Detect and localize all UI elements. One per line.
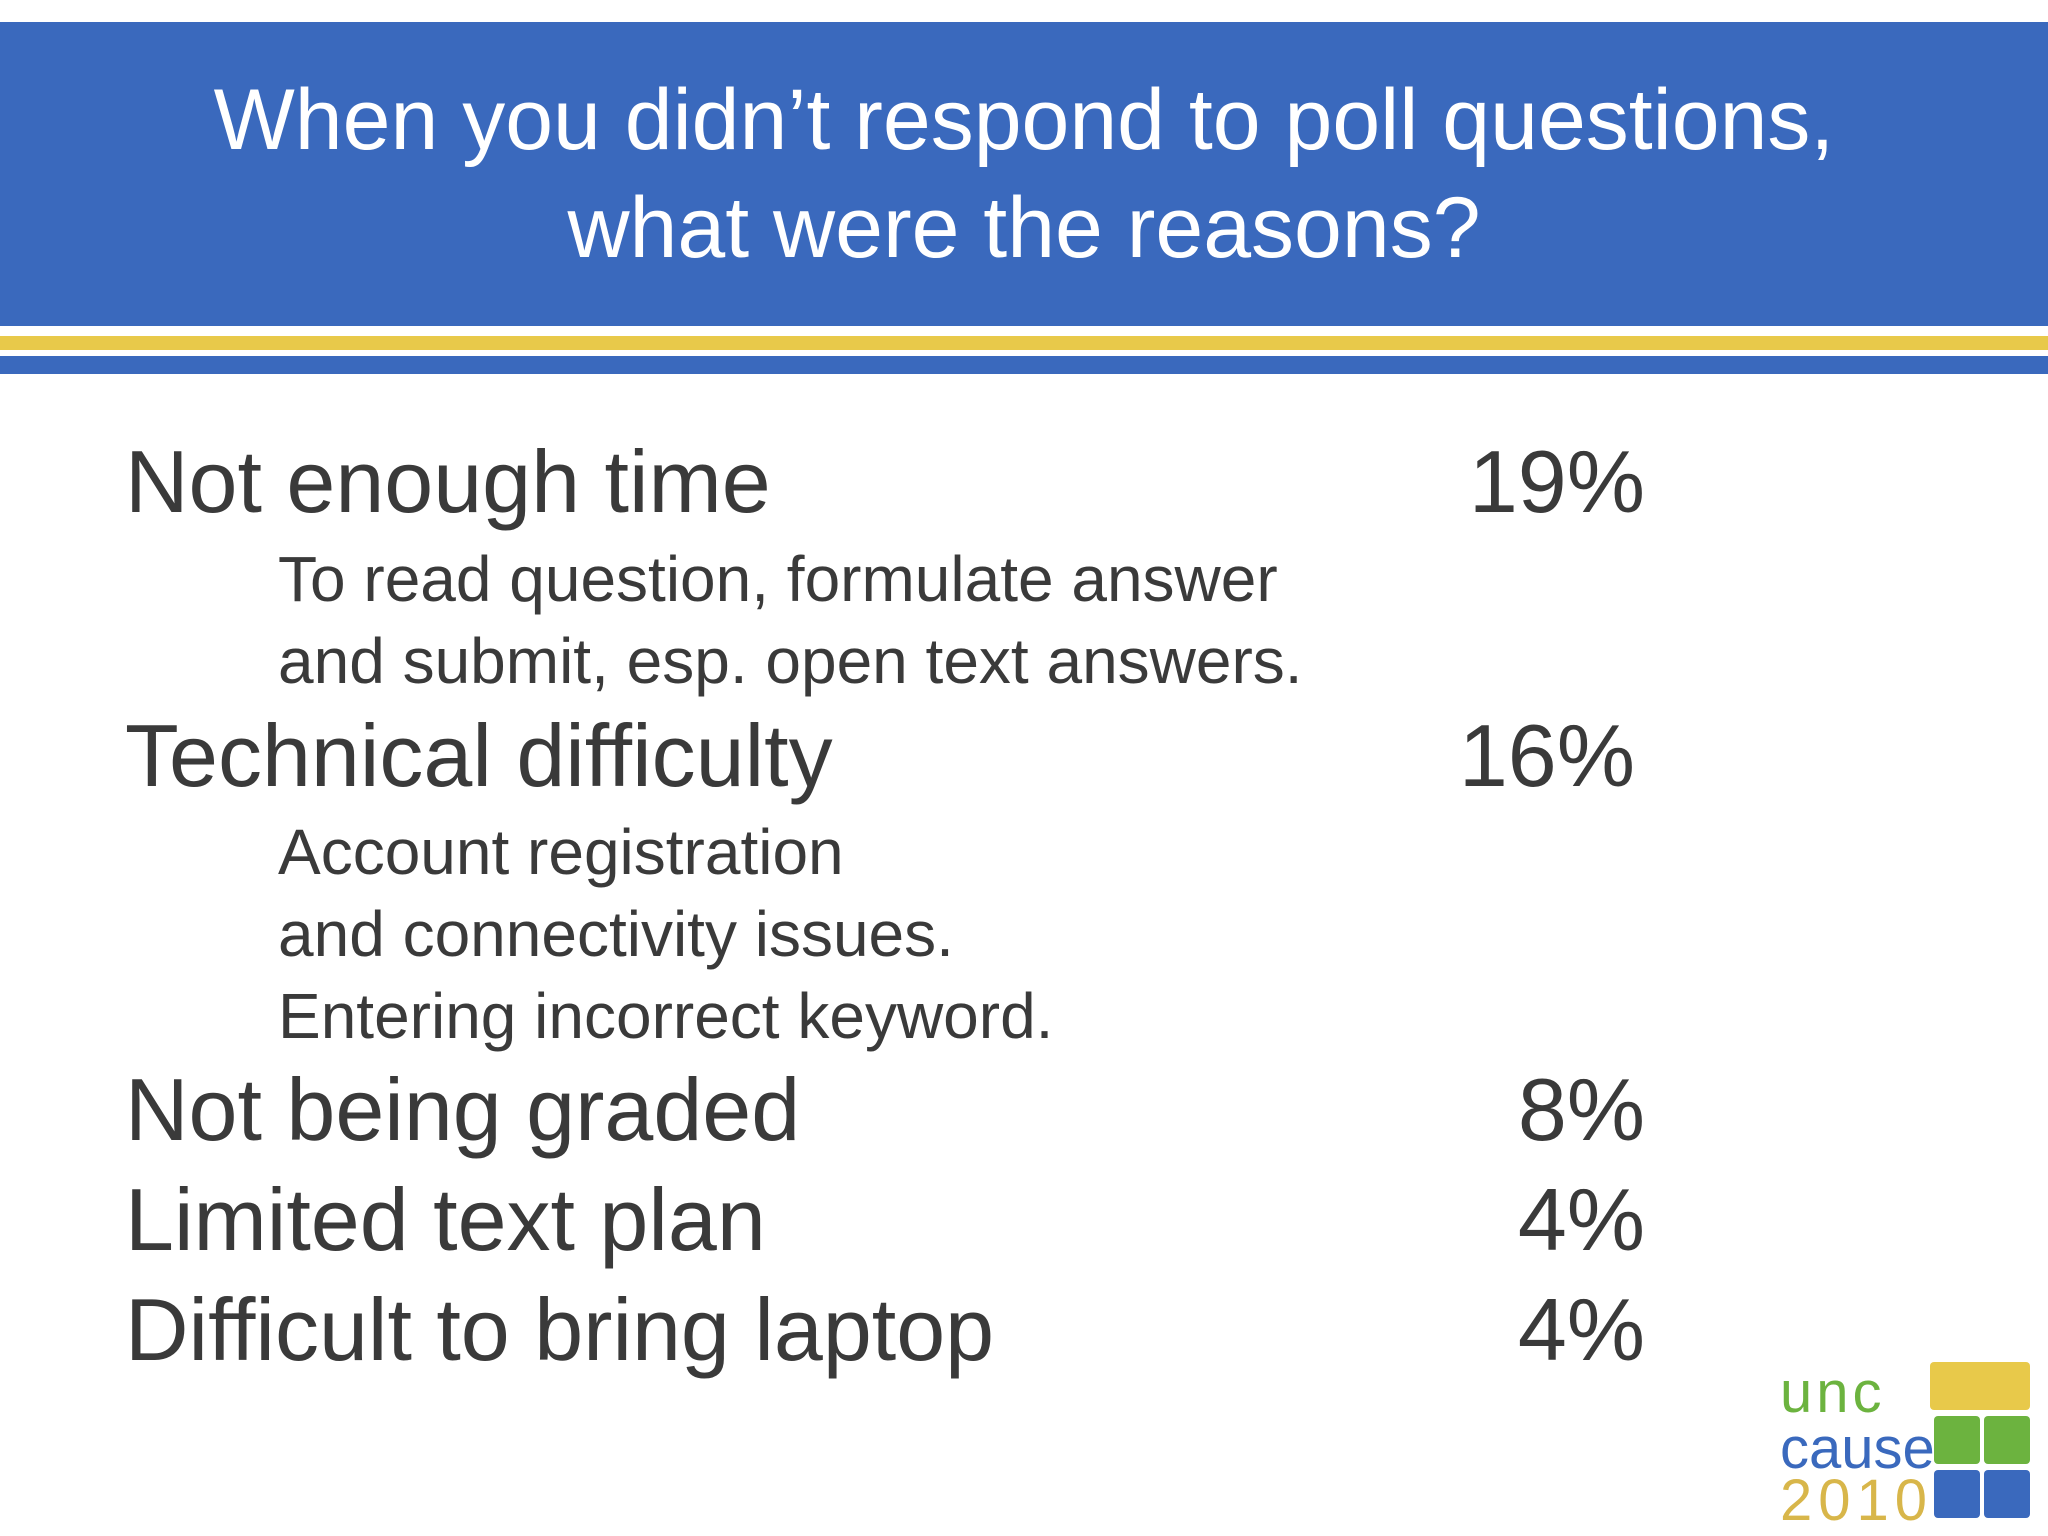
reason-percent: 4% [1517,1170,1645,1269]
reason-detail: and connectivity issues. [278,898,954,970]
logo-text-cause: cause [1780,1416,1935,1481]
logo-square-blue [1984,1470,2030,1518]
reason-percent: 4% [1517,1280,1645,1379]
reason-row-not-being-graded: Not being graded 8% [125,1060,1645,1160]
reason-label: Difficult to bring laptop [125,1280,995,1379]
reason-row-difficult-to-bring-laptop: Difficult to bring laptop 4% [125,1280,1645,1380]
reason-percent: 8% [1517,1060,1645,1159]
reason-detail: and submit, esp. open text answers. [278,625,1303,697]
reason-label: Limited text plan [125,1170,766,1269]
slide-title-line-2: what were the reasons? [567,180,1481,276]
header-stripe-blue [0,356,2048,374]
reason-detail: Account registration [278,816,844,888]
unc-cause-2010-logo: unc cause 2010 [1780,1360,2040,1530]
reason-label: Not enough time [125,432,771,531]
logo-square-green [1934,1416,1980,1464]
logo-square-blue [1934,1470,1980,1518]
reason-detail: To read question, formulate answer [278,543,1278,615]
logo-text-year: 2010 [1780,1468,1934,1533]
logo-square-yellow [1930,1362,2030,1410]
reason-row-limited-text-plan: Limited text plan 4% [125,1170,1645,1270]
reason-percent: 19% [1468,432,1645,531]
reason-row-technical-difficulty: Technical difficulty 16% [125,706,1645,806]
reason-label: Technical difficulty [125,706,833,805]
reason-label: Not being graded [125,1060,801,1159]
header-stripe-yellow [0,336,2048,350]
reason-percent: 16% [1458,706,1635,805]
logo-text-unc: unc [1780,1360,1886,1425]
reason-detail: Entering incorrect keyword. [278,980,1054,1052]
slide-title-line-1: When you didn’t respond to poll question… [213,72,1835,168]
slide-header: When you didn’t respond to poll question… [0,22,2048,326]
logo-square-green [1984,1416,2030,1464]
reason-row-not-enough-time: Not enough time 19% [125,432,1645,532]
